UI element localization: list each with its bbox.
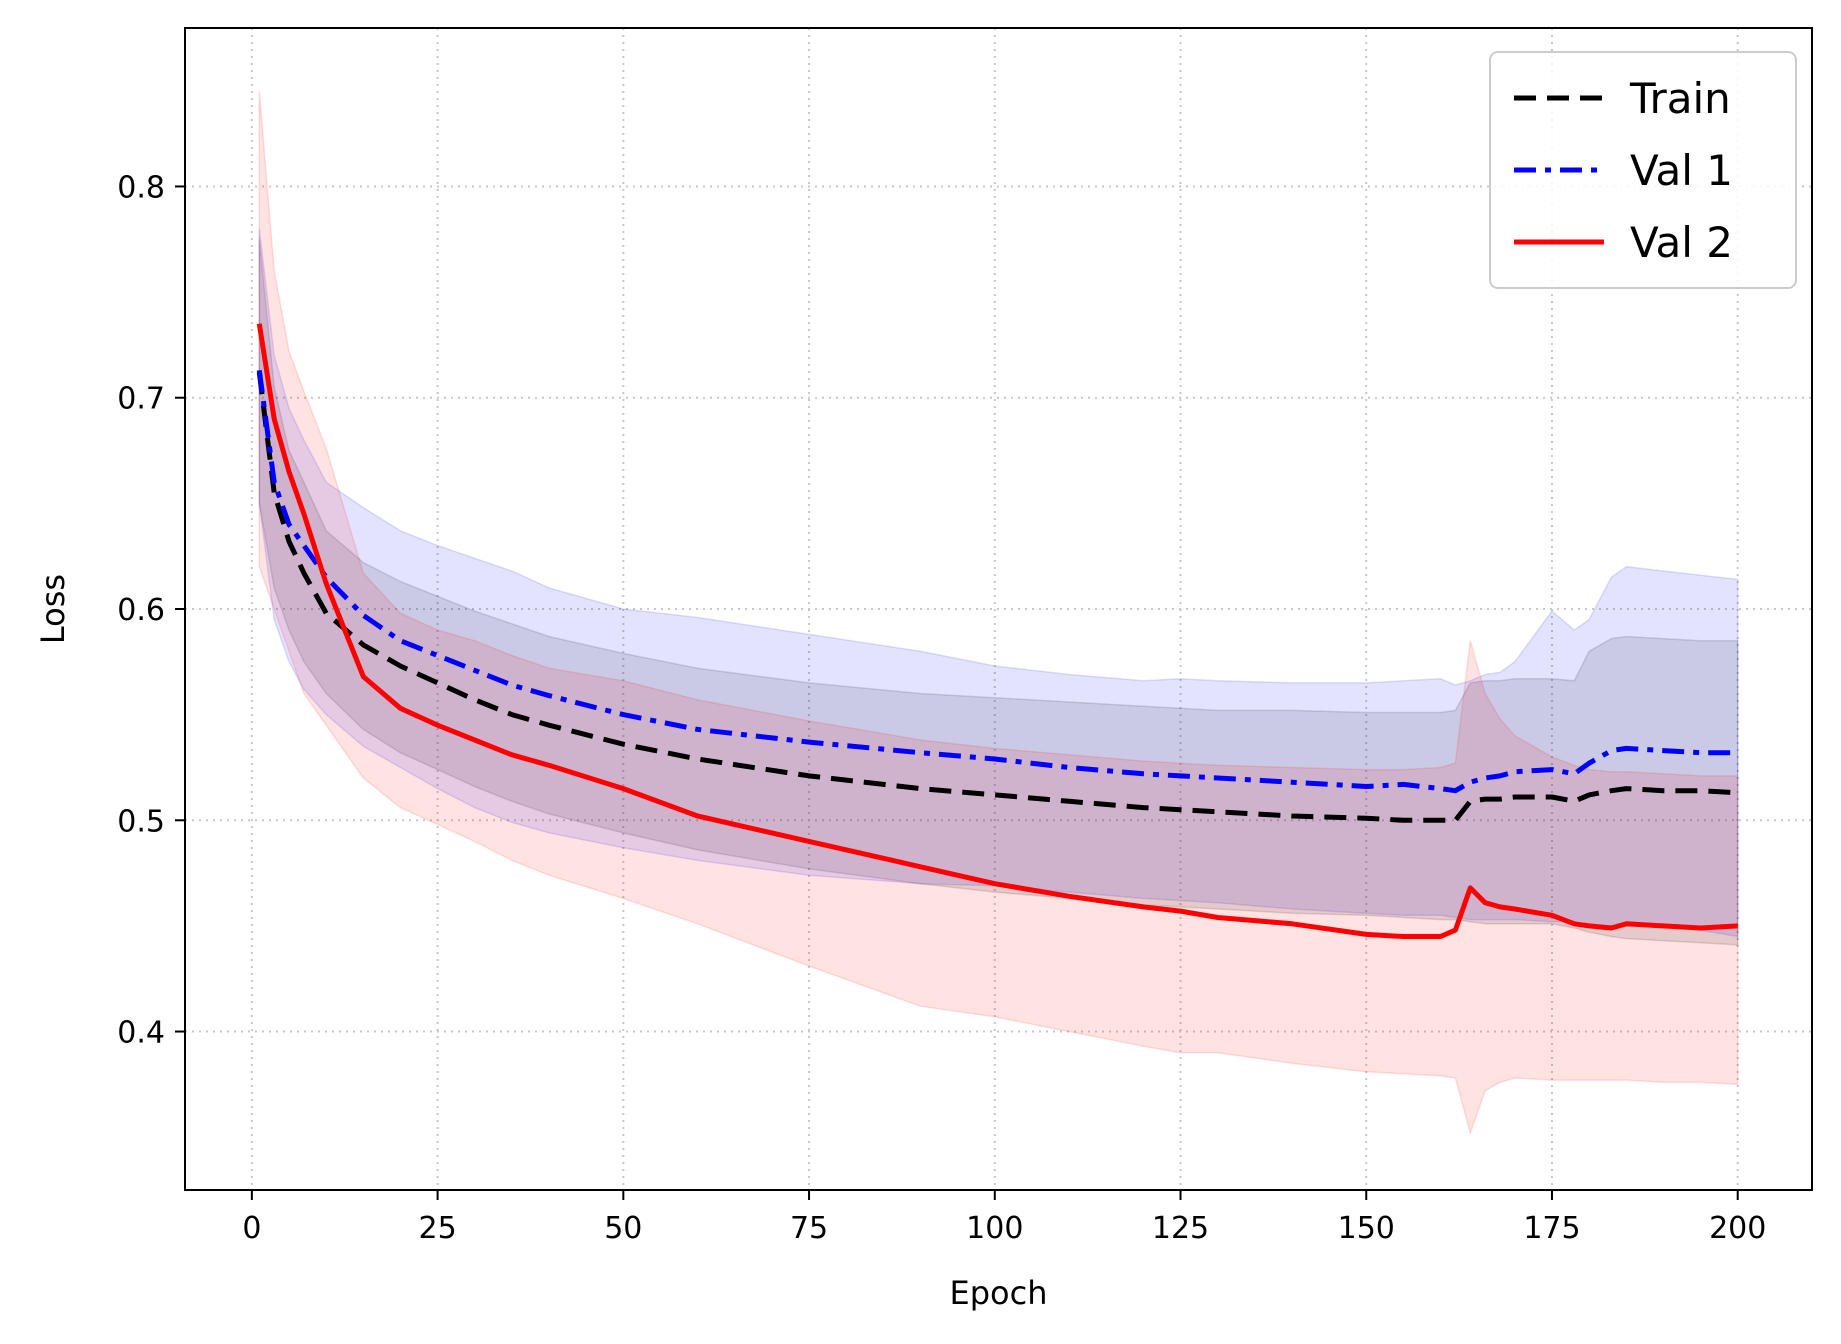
line-series-2 <box>256 323 1738 939</box>
legend: Train Val 1 Val 2 <box>1489 51 1797 289</box>
x-tick-label: 50 <box>604 1211 642 1246</box>
y-tick-label: 0.4 <box>117 1016 165 1051</box>
legend-label-1: Val 1 <box>1630 146 1733 195</box>
grid <box>185 28 1812 1190</box>
series-lines <box>256 323 1738 939</box>
confidence-bands <box>258 91 1739 1136</box>
y-tick-label: 0.8 <box>117 170 165 205</box>
legend-label-2: Val 2 <box>1630 218 1733 267</box>
x-tick-label: 125 <box>1152 1211 1209 1246</box>
x-axis-ticks: 0 25 50 75 100 125 150 175 200 <box>242 1190 1766 1246</box>
band-series-0 <box>258 239 1739 946</box>
x-tick-label: 150 <box>1338 1211 1395 1246</box>
line-series-1 <box>256 369 1738 794</box>
y-axis-label: Loss <box>34 574 72 644</box>
legend-label-0: Train <box>1629 74 1731 123</box>
legend-box <box>1489 51 1797 289</box>
y-tick-label: 0.6 <box>117 593 165 628</box>
y-axis-ticks: 0.4 0.5 0.6 0.7 0.8 <box>117 170 185 1051</box>
x-tick-label: 75 <box>790 1211 828 1246</box>
x-tick-label: 100 <box>966 1211 1023 1246</box>
line-series-0 <box>256 372 1738 823</box>
x-tick-label: 200 <box>1709 1211 1766 1246</box>
y-tick-label: 0.5 <box>117 804 165 839</box>
y-tick-label: 0.7 <box>117 382 165 417</box>
x-tick-label: 175 <box>1523 1211 1580 1246</box>
x-axis-label: Epoch <box>950 1274 1048 1312</box>
band-series-1 <box>258 228 1739 938</box>
band-series-2 <box>258 91 1739 1136</box>
x-tick-label: 25 <box>418 1211 456 1246</box>
x-tick-label: 0 <box>242 1211 261 1246</box>
